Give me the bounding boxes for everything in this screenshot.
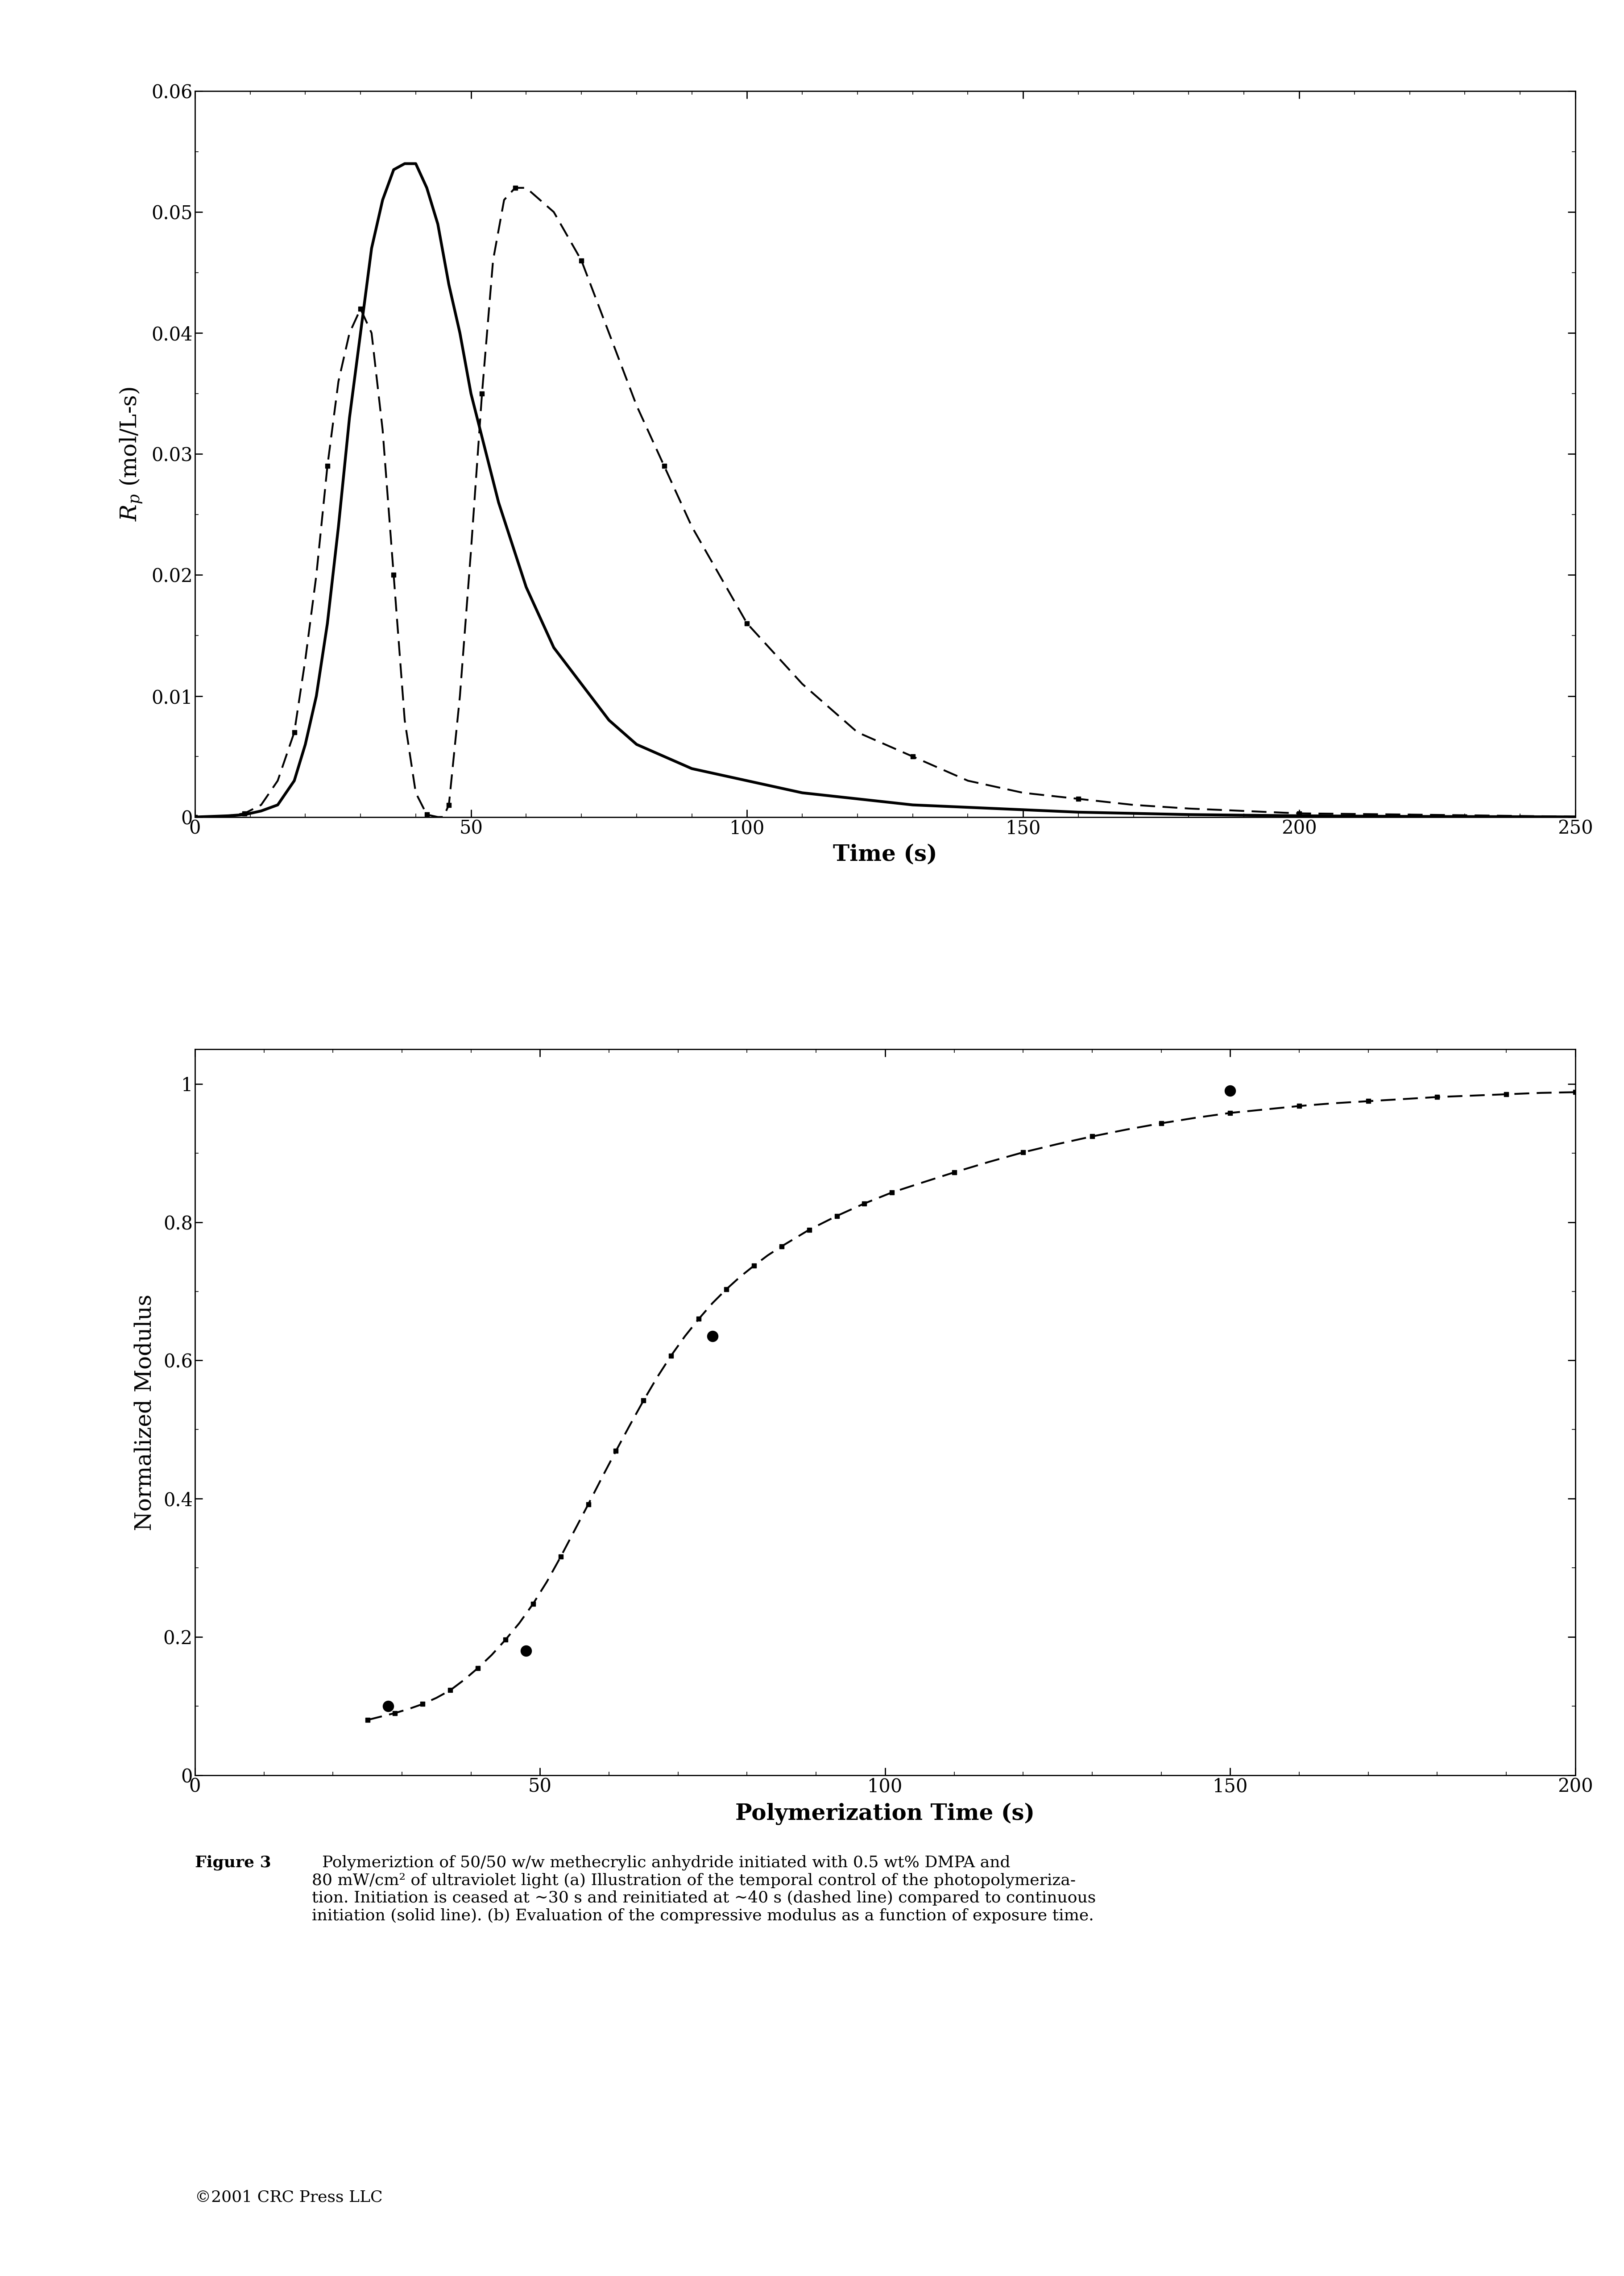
Point — [513, 1632, 539, 1668]
Text: ©2001 CRC Press LLC: ©2001 CRC Press LLC — [195, 2190, 383, 2205]
X-axis label: Polymerization Time (s): Polymerization Time (s) — [736, 1803, 1034, 1825]
Y-axis label: Normalized Modulus: Normalized Modulus — [133, 1295, 156, 1529]
Text: Polymeriztion of 50/50 w/w methecrylic anhydride initiated with 0.5 wt% DMPA and: Polymeriztion of 50/50 w/w methecrylic a… — [312, 1855, 1096, 1923]
Point — [375, 1689, 401, 1725]
Point — [700, 1318, 726, 1354]
Text: Figure 3: Figure 3 — [195, 1855, 271, 1871]
X-axis label: Time (s): Time (s) — [833, 844, 937, 865]
Point — [1218, 1072, 1244, 1108]
Y-axis label: $R_p$ (mol/L-s): $R_p$ (mol/L-s) — [119, 387, 145, 521]
